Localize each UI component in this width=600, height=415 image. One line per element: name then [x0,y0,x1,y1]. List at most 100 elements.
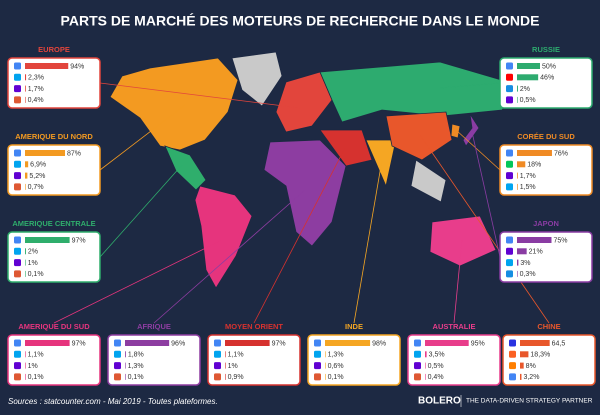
tagline: THE DATA-DRIVEN STRATEGY PARTNER [466,398,593,405]
bar [425,340,469,346]
region-box: AMERIQUE CENTRALE 97% 2% 1% 0,1% [7,219,101,283]
engine-icon [214,362,221,370]
engine-icon [14,85,21,93]
value-label: 94% [70,63,84,70]
world-map [109,51,523,289]
box [7,334,101,386]
region-name: MOYEN ORIENT [225,322,283,331]
bar [25,362,26,369]
bar [225,362,226,369]
region-name: AMERIQUE DU NORD [15,132,93,141]
bar [520,351,529,358]
engine-icon [509,339,516,347]
region-name: EUROPE [38,45,70,54]
region-box: EUROPE 94% 2,3% 1,7% 0,4% [7,45,101,109]
engine-icon [414,373,421,381]
value-label: 98% [372,340,386,347]
china [385,111,453,161]
engine-icon [314,350,321,358]
value-label: 1% [228,363,238,370]
value-label: 97% [72,237,86,244]
region-boxes: EUROPE 94% 2,3% 1,7% 0,4% AMERIQUE DU NORD 87%… [7,45,596,386]
bar [517,74,539,81]
value-label: 46% [540,75,554,82]
bar [520,373,522,380]
bar [517,259,519,266]
engine-icon [14,149,21,157]
value-label: 1,1% [28,352,44,359]
connector [99,82,301,109]
engine-icon [414,339,421,347]
value-label: 96% [171,340,185,347]
source: Sources : statcounter.com - Mai 2019 - T… [8,397,218,406]
japan [462,113,480,147]
region-box: RUSSIE 50% 46% 2% 0,5% [499,45,593,109]
box [307,334,401,386]
region-box: CHINE 64,518,3% 8% 3,2% [502,322,596,386]
connector [453,239,463,324]
engine-icon [506,236,513,244]
bar [25,340,70,346]
bar [325,351,326,358]
engine-icon [506,247,513,255]
bar [517,183,518,190]
value-label: 1,8% [128,352,144,359]
engine-icon [414,350,421,358]
value-label: 97% [72,340,86,347]
bar [517,161,526,168]
engine-icon [506,96,513,104]
bar [25,63,69,69]
bar [25,74,27,81]
value-label: 0,3% [520,271,536,278]
connector [99,164,183,258]
value-label: 97% [272,340,286,347]
bar [325,373,326,380]
bar [125,340,170,346]
bar [517,96,518,103]
bar [25,183,26,190]
engine-icon [314,339,321,347]
value-label: 0,5% [520,97,536,104]
region-name: AFRIQUE [137,322,171,331]
bar [125,373,126,380]
engine-icon [314,373,321,381]
value-label: 75% [554,237,568,244]
value-label: 50% [542,63,556,70]
region-box: AUSTRALIE 95% 3,5% 0,5% 0,4% [407,322,501,386]
engine-icon [506,73,513,81]
connector [99,104,186,171]
africa [263,139,347,247]
box [407,334,501,386]
value-label: 1,3% [328,352,344,359]
bar [517,85,518,92]
region-box: INDE 98% 1,3% 0,6% 0,1% [307,322,401,386]
bar [325,340,371,346]
connector [53,239,223,324]
bar [517,150,552,156]
engine-icon [506,160,513,168]
bar [25,237,70,243]
value-label: 0,5% [428,363,444,370]
bar [225,351,226,358]
value-label: 18,3% [530,352,550,359]
engine-icon [14,373,21,381]
value-label: 0,7% [28,184,44,191]
india [365,139,397,188]
bar [517,248,527,255]
value-label: 0,4% [428,374,444,381]
box [499,57,593,109]
bar [517,63,540,69]
engine-icon [506,149,513,157]
connector [353,159,383,324]
region-box: CORÉE DU SUD 76% 18% 1,7% 1,5% [499,132,593,196]
engine-icon [214,373,221,381]
value-label: 76% [554,150,568,157]
box [207,334,301,386]
value-label: 1% [28,363,38,370]
engine-icon [214,350,221,358]
value-label: 1,7% [520,173,536,180]
north-america [109,57,239,151]
region-name: JAPON [533,219,559,228]
